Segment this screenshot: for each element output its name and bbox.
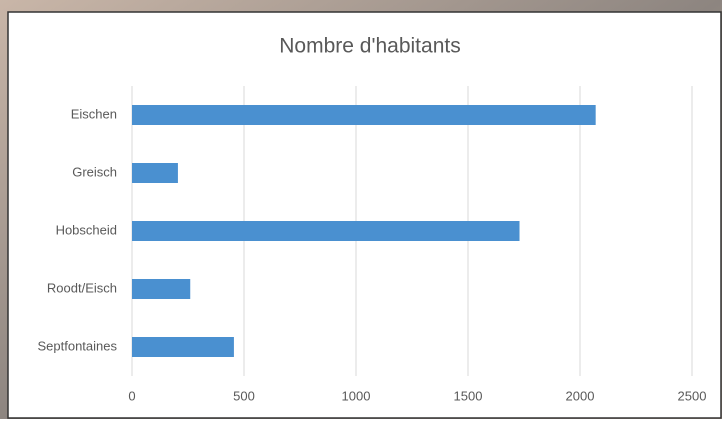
bar <box>132 279 190 299</box>
y-tick-label: Eischen <box>71 106 117 121</box>
y-tick-label: Hobscheid <box>56 222 117 237</box>
x-tick-label: 2500 <box>678 388 707 403</box>
chart: Nombre d'habitants 0 500 1000 1500 2000 2500 E… <box>0 0 722 419</box>
x-tick-label: 0 <box>128 388 135 403</box>
x-tick-label: 1500 <box>454 388 483 403</box>
chart-title: Nombre d'habitants <box>279 35 460 58</box>
y-tick-label: Septfontaines <box>37 338 117 353</box>
x-tick-label: 500 <box>233 388 255 403</box>
x-tick-label: 2000 <box>566 388 595 403</box>
bar <box>132 163 178 183</box>
bar <box>132 105 596 125</box>
y-tick-label: Greisch <box>72 164 117 179</box>
bar <box>132 337 234 357</box>
y-tick-label: Roodt/Eisch <box>47 280 117 295</box>
chart-panel <box>8 12 721 418</box>
x-tick-label: 1000 <box>342 388 371 403</box>
bar <box>132 221 520 241</box>
